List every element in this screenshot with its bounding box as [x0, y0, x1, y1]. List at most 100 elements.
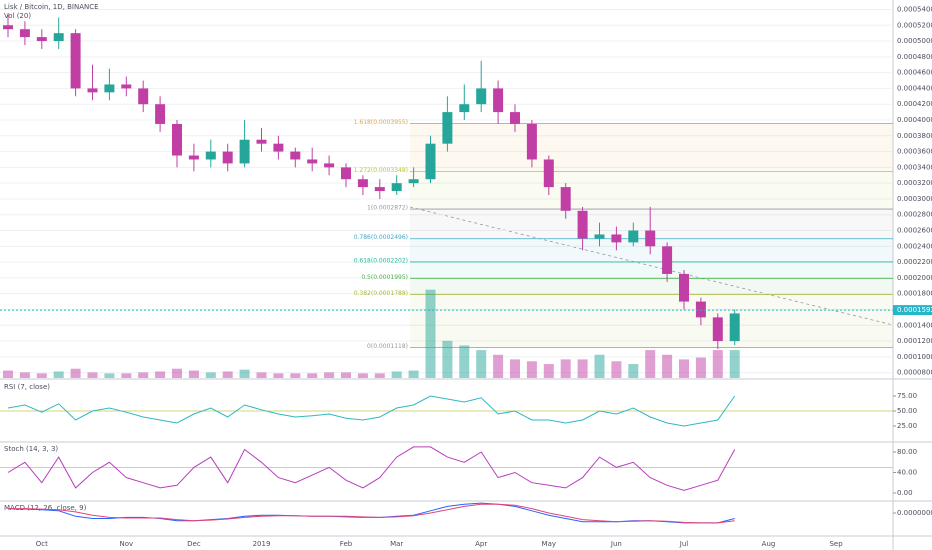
y-tick-label: 0.0004800	[897, 53, 932, 61]
x-tick-label: Apr	[475, 540, 487, 548]
x-tick-label: Oct	[36, 540, 48, 548]
volume-bar	[526, 361, 537, 378]
volume-bar	[611, 361, 622, 378]
y-tick-label: 0.0005000	[897, 37, 932, 45]
candle-body	[476, 88, 487, 105]
candle-body	[53, 33, 64, 42]
volume-bar	[36, 373, 47, 378]
volume-bar	[188, 370, 199, 378]
y-tick-label: 0.0001000	[897, 353, 932, 361]
y-tick-label: 0.0004400	[897, 84, 932, 92]
candle-body	[679, 273, 689, 302]
y-tick-label: 0.0000000	[897, 509, 932, 517]
volume-bar	[341, 372, 351, 378]
x-tick-label: May	[542, 540, 556, 548]
candle-body	[594, 234, 605, 239]
candle-body	[526, 123, 537, 160]
y-tick-label: 0.0004600	[897, 69, 932, 77]
volume-bar	[53, 371, 64, 378]
candle-body	[357, 179, 368, 188]
y-tick-label: 0.0002000	[897, 274, 932, 282]
volume-label: Vol (20)	[4, 12, 31, 20]
volume-bar	[543, 364, 554, 378]
candle-body	[577, 210, 588, 239]
candle-body	[19, 29, 30, 38]
fib-zone	[410, 294, 893, 348]
candle-body	[290, 151, 301, 160]
volume-bar	[239, 369, 250, 378]
y-tick-label: 0.0003400	[897, 163, 932, 171]
y-tick-label: 0.0002600	[897, 227, 932, 235]
volume-bar	[459, 345, 470, 378]
volume-bar	[695, 357, 706, 378]
volume-bar	[205, 372, 216, 378]
candle-body	[3, 25, 13, 30]
candle-body	[341, 167, 351, 180]
candle-body	[138, 88, 149, 105]
indicator-line	[7, 395, 736, 427]
y-tick-label: 0.0004200	[897, 100, 932, 108]
candle-body	[121, 84, 132, 89]
fib-label: 0.618(0.0002202)	[354, 257, 408, 264]
candle-body	[425, 143, 436, 180]
candle-body	[155, 104, 166, 124]
volume-bar	[442, 340, 453, 378]
candle-body	[188, 155, 199, 160]
fib-zone	[410, 238, 893, 262]
x-tick-label: Nov	[119, 540, 133, 548]
volume-bar	[155, 371, 166, 378]
volume-bar	[222, 371, 233, 378]
volume-bar	[729, 350, 740, 378]
y-tick-label: 0.0003200	[897, 179, 932, 187]
x-tick-label: Mar	[390, 540, 403, 548]
x-tick-label: Jun	[610, 540, 622, 548]
candle-body	[729, 313, 740, 342]
candle-body	[442, 112, 453, 144]
fib-label: 1.618(0.0003955)	[354, 119, 408, 126]
volume-bar	[510, 359, 520, 378]
y-tick-label: 0.0001800	[897, 290, 932, 298]
y-tick-label: 0.0003000	[897, 195, 932, 203]
fib-label: 1.272(0.0003348)	[354, 167, 408, 174]
last-price-box	[893, 305, 932, 316]
fib-label: 0.786(0.0002496)	[354, 234, 408, 241]
candle-body	[324, 163, 335, 168]
candle-body	[374, 187, 385, 192]
volume-bar	[476, 350, 487, 378]
candle-body	[543, 159, 554, 188]
candle-body	[628, 230, 639, 243]
fib-label: 0.5(0.0001995)	[361, 274, 408, 281]
y-tick-label: 40.00	[897, 468, 917, 476]
y-tick-label: 75.00	[897, 392, 917, 400]
y-tick-label: 0.0002200	[897, 258, 932, 266]
volume-bar	[391, 371, 402, 378]
fib-label: 1(0.0002872)	[367, 205, 408, 212]
volume-bar	[425, 289, 436, 378]
y-tick-label: 25.00	[897, 422, 917, 430]
x-tick-label: Aug	[762, 540, 776, 548]
volume-bar	[307, 373, 318, 378]
candle-body	[70, 33, 81, 89]
fib-zone	[410, 261, 893, 279]
y-tick-label: 50.00	[897, 407, 917, 415]
volume-bar	[493, 354, 504, 378]
volume-bar	[256, 372, 267, 378]
candle-body	[256, 139, 267, 144]
volume-bar	[87, 372, 98, 378]
candle-body	[222, 151, 233, 164]
y-tick-label: 0.0001400	[897, 321, 932, 329]
fib-zone	[410, 171, 893, 210]
x-tick-label: Dec	[187, 540, 201, 548]
volume-bar	[70, 368, 81, 378]
y-tick-label: 0.0002400	[897, 242, 932, 250]
y-tick-label: 0.0002800	[897, 211, 932, 219]
candle-body	[493, 88, 504, 113]
volume-bar	[172, 368, 182, 378]
candle-body	[459, 104, 470, 113]
chart-title: Lisk / Bitcoin, 1D, BINANCE	[4, 3, 99, 11]
volume-bar	[679, 359, 689, 378]
volume-bar	[121, 373, 132, 378]
candle-body	[239, 139, 250, 164]
